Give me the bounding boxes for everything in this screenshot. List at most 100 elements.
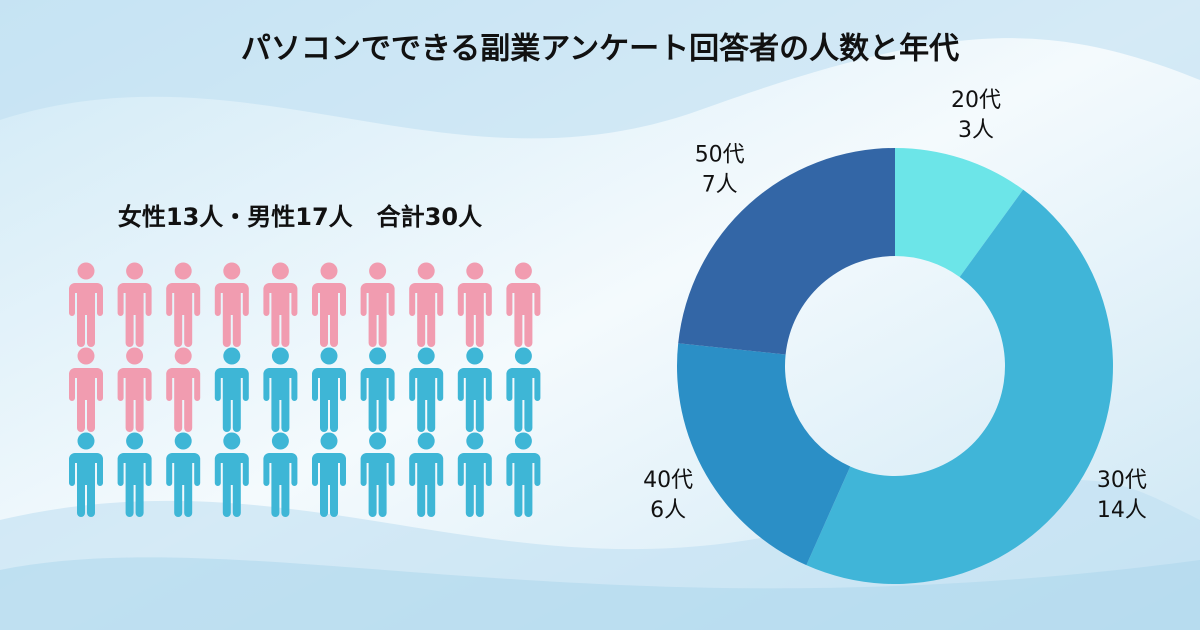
person-body [69,453,103,517]
person-body [214,368,249,432]
pictogram-icon [360,262,395,347]
pictogram-icon [457,262,492,347]
pictogram-icon [214,432,249,517]
pictogram-icon [117,347,152,432]
person-body [166,453,201,517]
pictogram-icon [506,347,541,432]
person-head [223,347,241,365]
person-body [409,368,444,432]
person-body [457,368,492,432]
pictogram-icon [214,262,249,347]
wave [0,557,1200,630]
person-head [77,262,95,280]
pictogram-icon [312,432,346,517]
pictogram-icon [506,432,541,517]
donut-slice [895,148,1024,278]
person-body [360,368,395,432]
slice-value-label: 7人 [702,172,738,197]
slice-category-label: 50代 [695,142,745,167]
plot-area: 20代 3人 30代 14人 40代 6人 50代 7人 [69,88,1147,584]
slice-value-label: 6人 [650,498,686,523]
chart-title: パソコンでできる副業アンケート回答者の人数と年代 [241,32,959,67]
pictogram-icon [117,262,152,347]
person-body [457,283,492,347]
person-body [360,453,395,517]
person-head [369,262,387,280]
person-head [466,262,484,280]
person-head [77,347,95,365]
person-body [263,283,298,347]
person-head [417,432,435,450]
pictogram-icon [69,347,103,432]
pictogram-icon [409,262,444,347]
person-body [69,283,103,347]
person-head [271,432,289,450]
pictogram-icon [263,432,298,517]
person-head [466,432,484,450]
donut-slice [676,343,851,566]
person-head [417,347,435,365]
pictogram-icon [69,262,103,347]
person-head [514,347,532,365]
person-body [263,368,298,432]
person-head [320,262,338,280]
person-head [223,432,241,450]
person-body [117,368,152,432]
slice-value-label: 3人 [958,118,994,143]
person-body [166,283,201,347]
person-head [320,432,338,450]
pictogram-icon [214,347,249,432]
person-head [77,432,95,450]
pictogram-icon [117,432,152,517]
slice-category-label: 40代 [643,468,693,493]
person-body [506,453,541,517]
person-head [320,347,338,365]
person-head [369,432,387,450]
person-body [409,453,444,517]
pictogram-title: 女性13人・男性17人 合計30人 [118,203,482,231]
pictogram-icon [457,347,492,432]
person-head [126,262,144,280]
pictogram-icon [360,347,395,432]
slice-category-label: 30代 [1097,468,1147,493]
person-body [312,368,346,432]
person-head [174,262,192,280]
person-head [514,262,532,280]
pictogram-icon [312,262,346,347]
person-body [506,368,541,432]
slice-category-label: 20代 [951,88,1001,113]
person-body [506,283,541,347]
person-body [166,368,201,432]
pictogram-icon [263,262,298,347]
person-head [417,262,435,280]
pictogram-icon [312,347,346,432]
pictogram-icon [360,432,395,517]
donut-slice [806,189,1113,584]
pictogram-icon [166,432,201,517]
person-head [369,347,387,365]
person-head [126,347,144,365]
person-body [409,283,444,347]
person-body [457,453,492,517]
pictogram-icon [166,347,201,432]
pictogram-icon [409,347,444,432]
donut-slice [678,148,895,355]
person-body [117,453,152,517]
person-head [223,262,241,280]
person-head [271,347,289,365]
person-head [466,347,484,365]
person-body [214,283,249,347]
pictogram-icon [166,262,201,347]
pictogram-icon [263,347,298,432]
slice-value-label: 14人 [1097,498,1147,523]
wave [0,0,1200,139]
person-body [117,283,152,347]
person-body [263,453,298,517]
person-head [514,432,532,450]
pictogram-icon [69,432,103,517]
pictogram-icon [506,262,541,347]
person-head [174,347,192,365]
person-head [271,262,289,280]
pictogram-icon [409,432,444,517]
